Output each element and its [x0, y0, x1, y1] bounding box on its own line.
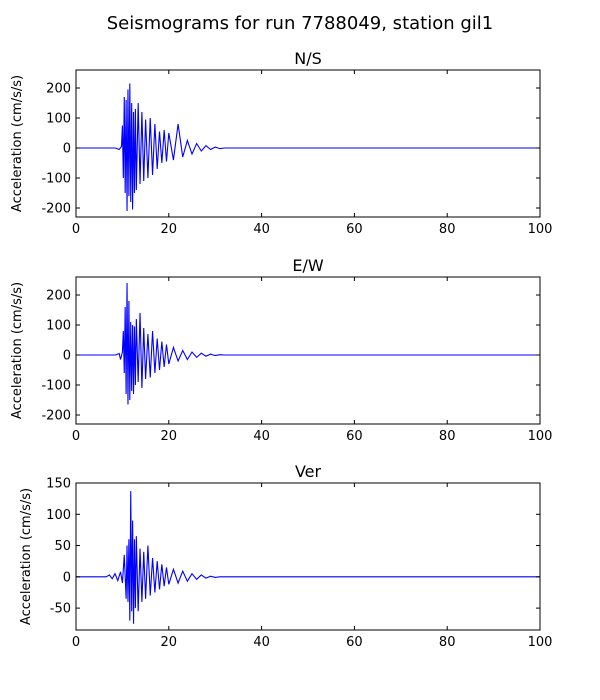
panel-title-ew: E/W	[292, 256, 324, 275]
axes-frame-ns	[75, 69, 541, 218]
y-tick-label-ew-2: 0	[63, 349, 71, 364]
x-tick-label-ns-4: 80	[439, 222, 456, 237]
panel-title-ns: N/S	[294, 49, 322, 68]
y-axis-label-ns: Acceleration (cm/s/s)	[10, 75, 25, 212]
y-tick-label-ver-4: 150	[46, 477, 71, 492]
y-axis-label-ew: Acceleration (cm/s/s)	[10, 282, 25, 419]
y-tick-label-ew-4: 200	[46, 289, 71, 304]
panel-ns: N/S 0 20 40 60 80 100 -200 -100 0 100 200 Accelerati…	[10, 49, 552, 237]
y-tick-label-ns-4: 200	[46, 82, 71, 97]
x-tick-label-ns-0: 0	[72, 222, 80, 237]
y-tick-label-ver-1: 0	[63, 570, 71, 585]
y-tick-label-ver-0: -50	[50, 602, 71, 617]
seismogram-panels: N/S0 20 40 60 80 100-200-1000100200Accelerati…	[10, 49, 552, 650]
x-tick-label-ew-1: 20	[161, 429, 178, 444]
y-tick-label-ns-3: 100	[46, 112, 71, 127]
x-tick-label-ew-3: 60	[346, 429, 363, 444]
x-tick-label-ew-5: 100	[528, 429, 553, 444]
x-tick-label-ew-0: 0	[72, 429, 80, 444]
panel-ew: E/W 0 20 40 60 80 100 -200 -100 0 100 200 Accelerati…	[10, 256, 552, 444]
x-tick-label-ver-1: 20	[161, 635, 178, 650]
figure-title: Seismograms for run 7788049, station gil…	[107, 13, 493, 34]
y-tick-label-ns-2: 0	[63, 142, 71, 157]
x-tick-label-ns-2: 40	[253, 222, 270, 237]
y-tick-label-ew-3: 100	[46, 319, 71, 334]
axes-frame-ew	[75, 276, 541, 425]
y-tick-label-ew-1: -100	[41, 379, 71, 394]
series-line-ns	[76, 83, 540, 212]
y-tick-label-ns-0: -200	[41, 202, 71, 217]
panel-ver: Ver 0 20 40 60 80 100 -50 0 50 100 150 Acceleration …	[19, 462, 552, 650]
x-tick-label-ver-3: 60	[346, 635, 363, 650]
x-tick-label-ver-0: 0	[72, 635, 80, 650]
y-tick-label-ver-2: 50	[54, 539, 71, 554]
x-tick-label-ew-4: 80	[439, 429, 456, 444]
x-tick-label-ns-1: 20	[161, 222, 178, 237]
y-axis-label-ver: Acceleration (cm/s/s)	[19, 488, 34, 625]
x-tick-label-ver-2: 40	[253, 635, 270, 650]
series-line-ver	[76, 491, 540, 624]
panel-title-ver: Ver	[295, 462, 322, 481]
y-tick-label-ns-1: -100	[41, 172, 71, 187]
y-tick-label-ver-3: 100	[46, 508, 71, 523]
x-tick-label-ew-2: 40	[253, 429, 270, 444]
axes-frame-ver	[75, 482, 541, 631]
y-tick-label-ew-0: -200	[41, 409, 71, 424]
x-tick-label-ns-5: 100	[528, 222, 553, 237]
x-tick-label-ns-3: 60	[346, 222, 363, 237]
series-line-ew	[76, 282, 540, 405]
x-tick-label-ver-4: 80	[439, 635, 456, 650]
x-tick-label-ver-5: 100	[528, 635, 553, 650]
